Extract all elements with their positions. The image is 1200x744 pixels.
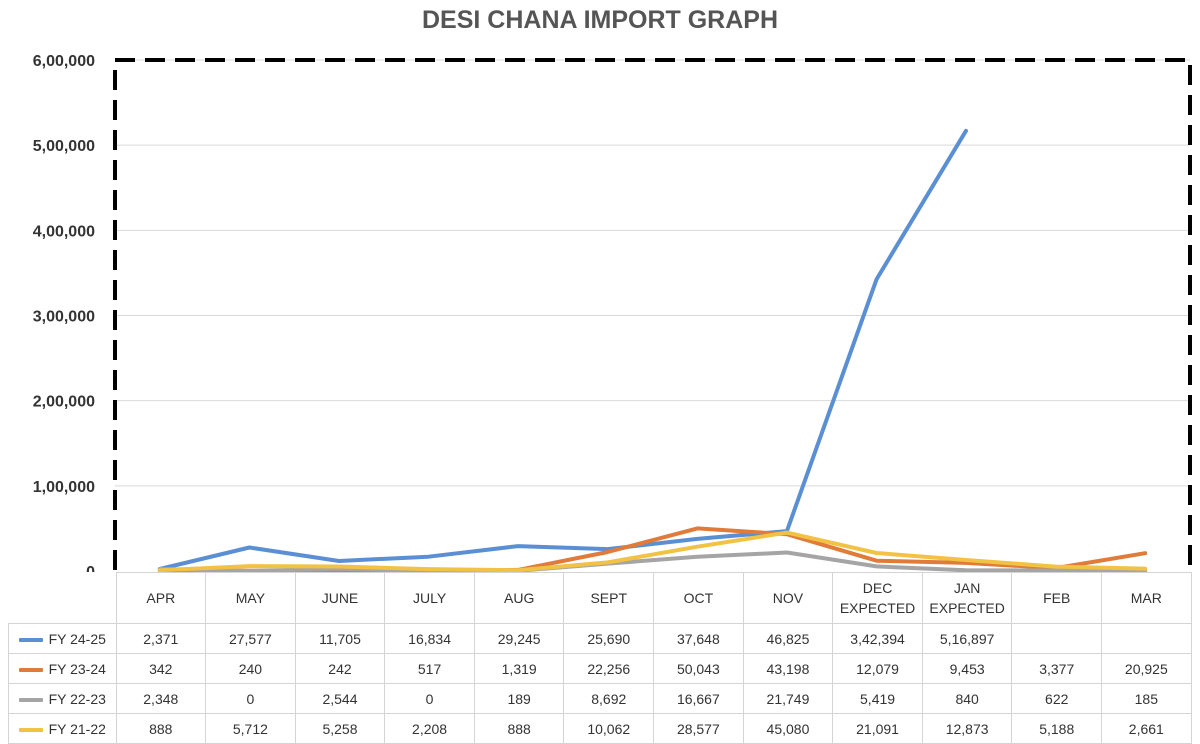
category-label: SEPT [563, 572, 655, 624]
data-cell: 28,577 [653, 713, 744, 744]
line-chart: 0 1,00,000 2,00,000 3,00,000 4,00,000 5,00,00… [33, 53, 1192, 572]
category-label: MAY [205, 572, 296, 624]
category-label: APR [115, 572, 207, 624]
data-cell: 46,825 [742, 623, 834, 654]
table-row: FY 22-23 2,348 0 2,544 0 189 8,692 16,667 21,749… [8, 683, 1192, 714]
data-cell: 888 [115, 713, 207, 744]
table-corner [8, 572, 117, 624]
data-cell: 0 [205, 683, 296, 714]
data-cell: 185 [1101, 683, 1192, 714]
legend-label: FY 24-25 [48, 630, 106, 647]
category-label: AUG [473, 572, 565, 624]
data-cell [1101, 623, 1192, 654]
data-cell: 50,043 [653, 653, 744, 684]
data-cell: 12,079 [832, 653, 923, 684]
data-cell: 21,091 [832, 713, 923, 744]
data-table: APR MAY JUNE JULY AUG SEPT OCT NOV DEC EXPECTED JA… [8, 572, 1192, 744]
category-label: MAR [1101, 572, 1192, 624]
data-cell: 240 [205, 653, 296, 684]
series-name: FY 21-22 [8, 713, 117, 744]
series-line-3 [157, 530, 1148, 572]
data-cell: 5,16,897 [921, 623, 1013, 654]
data-cell: 3,377 [1011, 653, 1103, 684]
data-cell: 45,080 [742, 713, 834, 744]
data-cell: 622 [1011, 683, 1103, 714]
data-cell: 16,667 [653, 683, 744, 714]
data-cell: 2,371 [115, 623, 207, 654]
series-name: FY 23-24 [8, 653, 117, 684]
data-cell: 0 [384, 683, 475, 714]
data-cell: 21,749 [742, 683, 834, 714]
data-cell: 2,544 [294, 683, 386, 714]
y-tick-label-4: 4,00,000 [33, 223, 95, 240]
data-cell: 27,577 [205, 623, 296, 654]
data-cell: 840 [921, 683, 1013, 714]
data-cell: 9,453 [921, 653, 1013, 684]
data-cell: 12,873 [921, 713, 1013, 744]
y-tick-label-3: 3,00,000 [33, 309, 95, 326]
data-cell: 242 [294, 653, 386, 684]
data-cell: 2,661 [1101, 713, 1192, 744]
data-cell: 37,648 [653, 623, 744, 654]
data-cell: 5,419 [832, 683, 923, 714]
data-cell: 342 [115, 653, 207, 684]
series-line-0 [157, 128, 968, 571]
data-cell: 8,692 [563, 683, 655, 714]
data-cell: 2,348 [115, 683, 207, 714]
data-cell: 3,42,394 [832, 623, 923, 654]
category-label: JAN EXPECTED [921, 572, 1013, 624]
data-cell: 2,208 [384, 713, 475, 744]
data-cell: 22,256 [563, 653, 655, 684]
dashed-frame [113, 58, 1192, 572]
y-tick-label-2: 2,00,000 [33, 394, 95, 411]
category-label: NOV [742, 572, 834, 624]
category-label: FEB [1011, 572, 1103, 624]
data-cell: 888 [473, 713, 565, 744]
data-cell: 29,245 [473, 623, 565, 654]
data-cell: 20,925 [1101, 653, 1192, 684]
legend-label: FY 22-23 [48, 690, 106, 707]
table-row: FY 21-22 888 5,712 5,258 2,208 888 10,062 28,57… [8, 713, 1192, 744]
data-cell: 5,188 [1011, 713, 1103, 744]
data-cell: 10,062 [563, 713, 655, 744]
y-tick-label-5: 5,00,000 [33, 138, 95, 155]
table-row: FY 23-24 342 240 242 517 1,319 22,256 50,043 43,… [8, 653, 1192, 684]
y-tick-label-6: 6,00,000 [33, 53, 95, 70]
legend-swatch [18, 637, 43, 642]
legend-swatch [18, 667, 43, 672]
legend-label: FY 23-24 [48, 660, 106, 677]
data-table-header: APR MAY JUNE JULY AUG SEPT OCT NOV DEC EXPECTED JA… [8, 572, 1192, 624]
data-cell: 5,712 [205, 713, 296, 744]
category-label: OCT [653, 572, 744, 624]
data-cell: 5,258 [294, 713, 386, 744]
data-cell: 43,198 [742, 653, 834, 684]
table-row: FY 24-25 2,371 27,577 11,705 16,834 29,245 25,… [8, 623, 1192, 654]
legend-swatch [18, 697, 43, 702]
category-label: JUNE [294, 572, 386, 624]
data-cell: 1,319 [473, 653, 565, 684]
series-line-2 [157, 550, 1148, 572]
y-tick-label-1: 1,00,000 [33, 479, 95, 496]
data-cell: 11,705 [294, 623, 386, 654]
data-cell: 25,690 [563, 623, 655, 654]
y-tick-label-0: 0 [86, 564, 95, 572]
data-cell: 517 [384, 653, 475, 684]
data-cell [1011, 623, 1103, 654]
data-cell: 189 [473, 683, 565, 714]
legend-label: FY 21-22 [48, 720, 106, 737]
category-label: DEC EXPECTED [832, 572, 923, 624]
data-cell: 16,834 [384, 623, 475, 654]
category-label: JULY [384, 572, 475, 624]
series-name: FY 24-25 [8, 623, 117, 654]
chart-title: DESI CHANA IMPORT GRAPH [421, 6, 779, 34]
series-name: FY 22-23 [8, 683, 117, 714]
